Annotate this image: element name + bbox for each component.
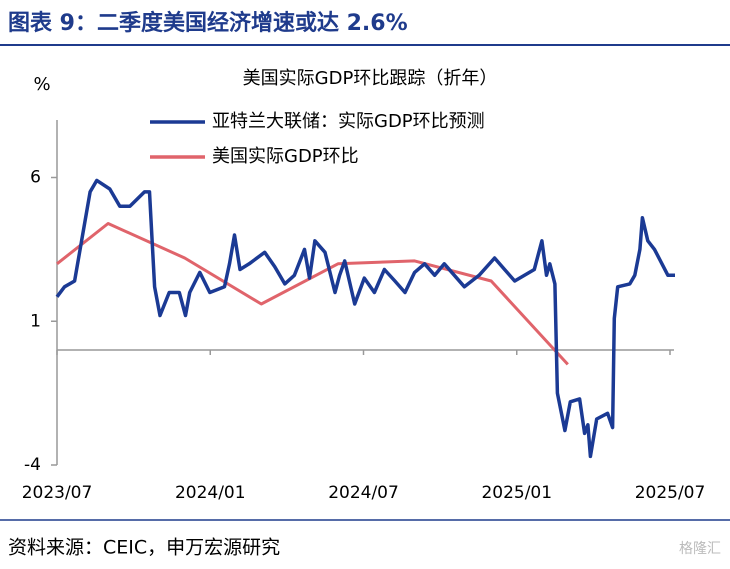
x-tick-label: 2023/07 [22, 483, 93, 503]
legend-label: 美国实际GDP环比 [212, 146, 359, 167]
x-tick-label: 2025/01 [481, 483, 552, 503]
legend-label: 亚特兰大联储：实际GDP环比预测 [212, 111, 485, 132]
chart-title: 美国实际GDP环比跟踪（折年） [243, 68, 498, 89]
series-line [55, 178, 675, 459]
x-tick-label: 2024/01 [175, 483, 246, 503]
source: 资料来源：CEIC，申万宏源研究 [8, 537, 280, 559]
y-axis-label: % [33, 74, 50, 95]
y-tick-label: 6 [30, 168, 41, 188]
series-line [56, 222, 569, 366]
y-tick-label: -4 [24, 455, 41, 475]
page-title: 图表 9：二季度美国经济增速或达 2.6% [8, 10, 408, 36]
x-tick-label: 2024/07 [328, 483, 399, 503]
x-tick-label: 2025/07 [635, 483, 706, 503]
y-tick-label: 1 [30, 311, 41, 331]
watermark: 格隆汇 [679, 541, 721, 557]
